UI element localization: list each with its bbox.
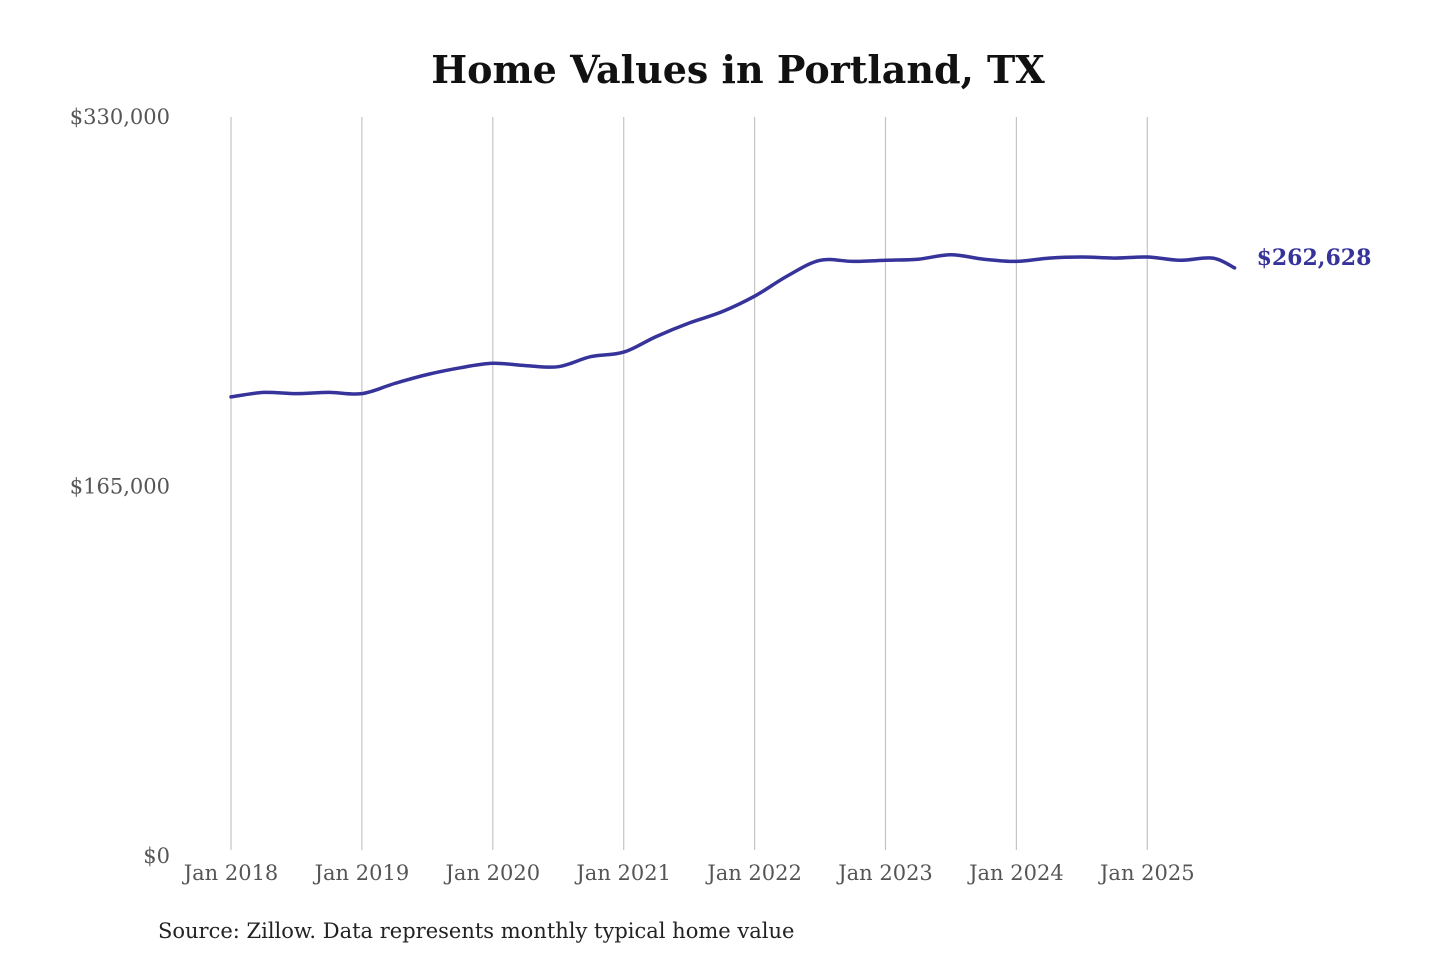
grid-lines <box>230 117 1148 850</box>
y-tick-label: $165,000 <box>70 475 170 499</box>
chart-title: Home Values in Portland, TX <box>431 47 1045 92</box>
x-tick-label: Jan 2019 <box>313 861 410 885</box>
x-tick-label: Jan 2024 <box>967 861 1064 885</box>
x-axis: Jan 2018 Jan 2019 Jan 2020 Jan 2021 Jan 2022… <box>182 861 1195 885</box>
x-tick-label: Jan 2020 <box>444 861 541 885</box>
y-axis: $0 $165,000 $330,000 <box>70 105 170 868</box>
y-tick-label: $0 <box>143 844 170 868</box>
x-tick-label: Jan 2018 <box>182 861 279 885</box>
series-line-home-value <box>229 252 1237 399</box>
x-tick-label: Jan 2023 <box>836 861 933 885</box>
series-layer: $262,628 <box>229 245 1372 399</box>
x-tick-label: Jan 2022 <box>705 861 802 885</box>
source-note: Source: Zillow. Data represents monthly … <box>158 919 794 943</box>
x-tick-label: Jan 2021 <box>574 861 671 885</box>
x-tick-label: Jan 2025 <box>1098 861 1195 885</box>
y-tick-label: $330,000 <box>70 105 170 129</box>
end-value-label: $262,628 <box>1257 245 1372 271</box>
